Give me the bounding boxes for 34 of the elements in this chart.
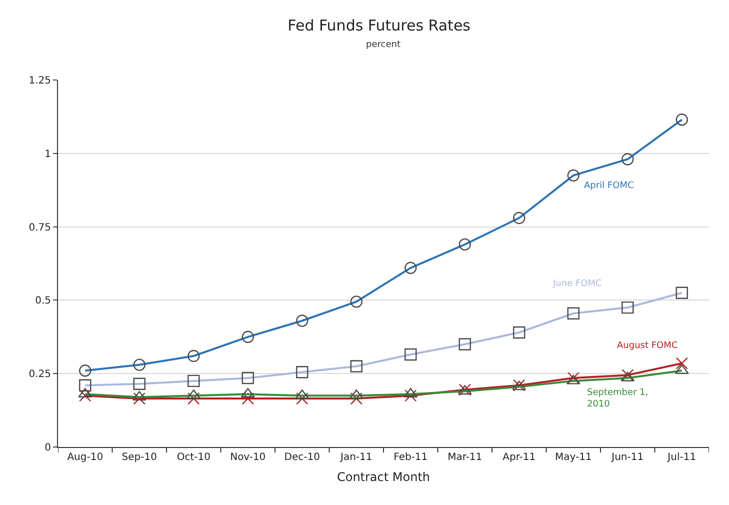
x-tick-label: Oct-10 [176,452,210,463]
point [188,392,200,405]
point [296,392,308,405]
chart-title: Fed Funds Futures Rates [288,16,471,35]
y-tick-label: 1 [44,148,51,160]
y-tick-label: 0 [44,442,51,454]
point [567,372,580,384]
point [133,392,146,405]
x-tick-label: Apr-11 [502,452,536,463]
x-tick-label: Dec-10 [284,452,320,463]
y-tick-label: 1.25 [28,76,51,86]
point [404,390,417,402]
y-tick-label: 0.5 [35,296,51,307]
y-tick-label: 0.25 [28,369,51,380]
y-tick-label: 0.75 [28,222,51,234]
x-tick-label: Mar-11 [448,452,482,463]
x-tick-label: Feb-11 [394,452,428,463]
x-tick-label: Jan-11 [340,452,372,463]
x-tick-label: Sep-10 [122,452,157,463]
point [79,390,92,402]
x-tick-label: Jul-11 [666,452,696,463]
annotation: September 1, 2010 [587,388,648,410]
x-tick-label: May-11 [554,452,592,463]
x-tick-label: Jun-11 [610,452,644,463]
point [622,368,634,382]
point [350,392,362,405]
annotation: August FOMC [617,341,678,351]
point [676,357,688,370]
annotation: June FOMC [552,279,602,289]
x-tick-label: Nov-10 [230,452,266,463]
chart-subtitle: percent [366,40,401,50]
annotation: April FOMC [584,181,634,191]
x-tick-label: Aug-10 [67,452,104,463]
x-axis-title: Contract Month [336,470,430,484]
